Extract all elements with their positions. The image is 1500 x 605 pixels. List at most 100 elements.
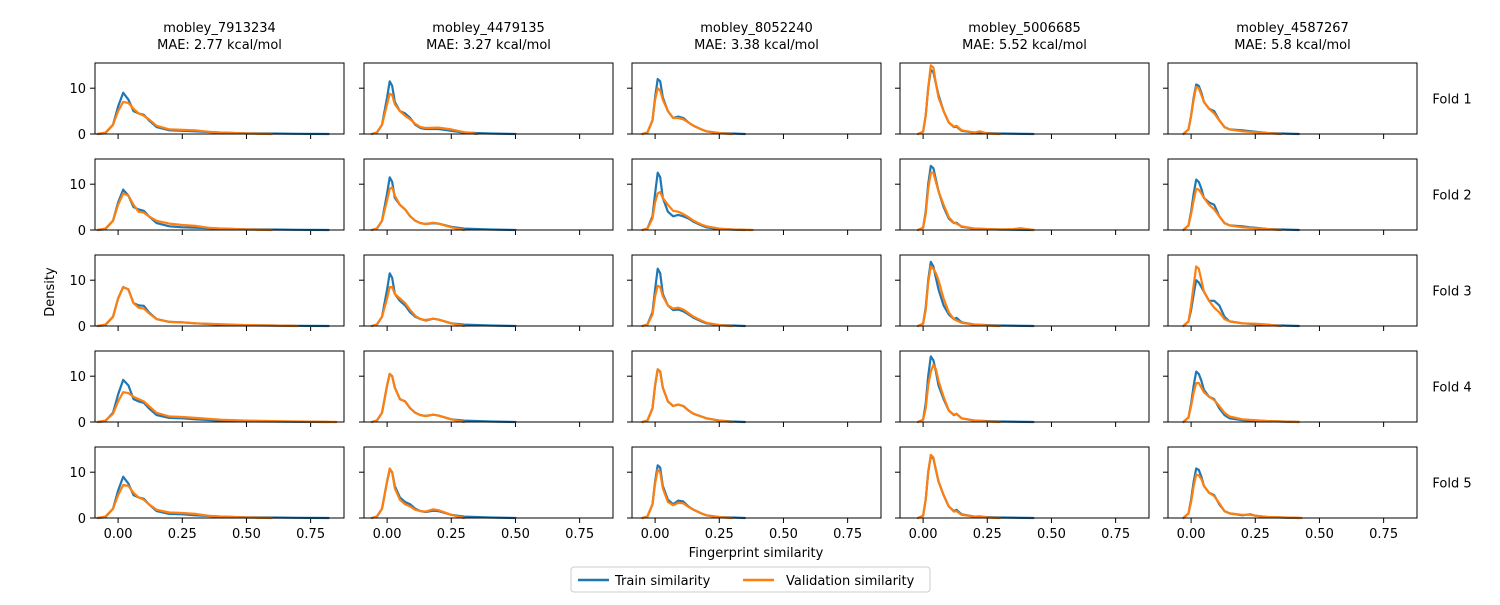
- legend-train-label: Train similarity: [614, 574, 711, 589]
- column-title: mobley_4587267: [1236, 21, 1349, 36]
- panel-frame: [363, 158, 614, 231]
- y-tick-label: 0: [78, 512, 86, 527]
- panel-frame: [363, 62, 614, 135]
- validation-density-line: [370, 467, 466, 520]
- panel-fold2-mobley_4587267: [1163, 158, 1418, 235]
- panel-fold1-mobley_4479135: [359, 62, 614, 139]
- validation-density-line: [916, 453, 1002, 520]
- x-tick-label: 0.00: [1177, 527, 1206, 542]
- validation-density-line: [1182, 265, 1282, 328]
- train-density-line: [1182, 178, 1300, 232]
- panel-frame: [363, 446, 614, 519]
- train-density-line: [96, 378, 330, 424]
- panel-frame: [94, 158, 345, 231]
- panel-fold3-mobley_8052240: [627, 254, 882, 331]
- panel-frame: [631, 158, 882, 231]
- column-subtitle: MAE: 3.27 kcal/mol: [426, 38, 551, 53]
- x-tick-label: 0.75: [1369, 527, 1398, 542]
- y-tick-label: 10: [69, 466, 86, 481]
- train-density-line: [1182, 467, 1300, 520]
- validation-density-line: [370, 372, 466, 424]
- panel-fold1-mobley_4587267: [1163, 62, 1418, 139]
- validation-density-line: [96, 100, 274, 136]
- panel-frame: [1167, 62, 1418, 135]
- x-tick-label: 0.75: [565, 527, 594, 542]
- panel-frame: [94, 62, 345, 135]
- train-density-line: [96, 475, 330, 520]
- panel-frame: [899, 62, 1150, 135]
- panel-fold5-mobley_5006685: 0.00 0.25 0.50 0.75: [895, 446, 1150, 542]
- panel-frame: [899, 350, 1150, 423]
- validation-density-line: [916, 265, 1002, 328]
- fold-label: Fold 2: [1432, 189, 1471, 204]
- panel-frame: [631, 446, 882, 519]
- y-tick-label: 0: [78, 320, 86, 335]
- x-tick-label: 0.25: [705, 527, 734, 542]
- train-density-line: [1182, 370, 1300, 424]
- y-axis-label: Density: [43, 267, 58, 317]
- panel-frame: [1167, 350, 1418, 423]
- x-tick-label: 0.75: [833, 527, 862, 542]
- validation-density-line: [641, 368, 734, 424]
- column-subtitle: MAE: 3.38 kcal/mol: [694, 38, 819, 53]
- x-tick-label: 0.75: [1101, 527, 1130, 542]
- column-subtitle: MAE: 2.77 kcal/mol: [157, 38, 282, 53]
- panel-fold3-mobley_7913234: 0 10: [69, 254, 345, 335]
- panel-fold3-mobley_4479135: [359, 254, 614, 331]
- validation-density-line: [1182, 85, 1282, 136]
- validation-density-line: [96, 483, 274, 520]
- validation-density-line: [96, 286, 299, 328]
- panel-frame: [94, 254, 345, 327]
- panel-frame: [899, 158, 1150, 231]
- x-tick-label: 0.25: [437, 527, 466, 542]
- train-density-line: [370, 272, 517, 328]
- y-tick-label: 10: [69, 178, 86, 193]
- panel-fold4-mobley_5006685: [895, 350, 1150, 427]
- panel-fold5-mobley_4587267: 0.00 0.25 0.50 0.75: [1163, 446, 1418, 542]
- panel-fold4-mobley_8052240: [627, 350, 882, 427]
- panel-frame: [631, 254, 882, 327]
- validation-density-line: [370, 286, 466, 328]
- x-tick-label: 0.00: [373, 527, 402, 542]
- validation-density-line: [916, 363, 1002, 424]
- x-tick-label: 0.00: [909, 527, 938, 542]
- panel-frame: [363, 254, 614, 327]
- panel-fold5-mobley_4479135: 0.00 0.25 0.50 0.75: [359, 446, 614, 542]
- panel-frame: [1167, 446, 1418, 519]
- legend-validation-label: Validation similarity: [786, 574, 915, 589]
- validation-density-line: [916, 171, 1035, 232]
- train-density-line: [370, 176, 517, 232]
- x-tick-label: 0.25: [1241, 527, 1270, 542]
- column-title: mobley_8052240: [700, 21, 813, 36]
- validation-density-line: [1182, 382, 1300, 424]
- panel-fold2-mobley_4479135: [359, 158, 614, 235]
- panel-fold1-mobley_7913234: 0 10: [69, 62, 345, 143]
- panel-fold3-mobley_5006685: [895, 254, 1150, 331]
- x-tick-label: 0.50: [501, 527, 530, 542]
- train-density-line: [96, 91, 330, 136]
- validation-density-line: [916, 64, 1002, 136]
- y-tick-label: 10: [69, 370, 86, 385]
- x-tick-label: 0.50: [1305, 527, 1334, 542]
- validation-density-line: [641, 190, 754, 232]
- train-density-line: [96, 286, 330, 328]
- train-density-line: [916, 164, 1035, 232]
- x-tick-label: 0.75: [296, 527, 325, 542]
- panel-frame: [899, 254, 1150, 327]
- panel-fold4-mobley_7913234: 0 10: [69, 350, 345, 431]
- panel-fold2-mobley_7913234: 0 10: [69, 158, 345, 239]
- fold-label: Fold 4: [1432, 381, 1471, 396]
- panel-frame: [1167, 254, 1418, 327]
- train-density-line: [96, 188, 330, 232]
- column-titles: mobley_7913234 MAE: 2.77 kcal/mol mobley_4…: [157, 21, 1351, 53]
- panel-fold5-mobley_7913234: 0 10 0.00 0.25 0.50 0.75: [69, 446, 345, 542]
- validation-density-line: [96, 391, 338, 424]
- y-tick-label: 10: [69, 82, 86, 97]
- panel-fold2-mobley_8052240: [627, 158, 882, 235]
- y-tick-label: 0: [78, 416, 86, 431]
- validation-density-line: [96, 192, 274, 232]
- x-tick-label: 0.25: [168, 527, 197, 542]
- y-tick-label: 0: [78, 224, 86, 239]
